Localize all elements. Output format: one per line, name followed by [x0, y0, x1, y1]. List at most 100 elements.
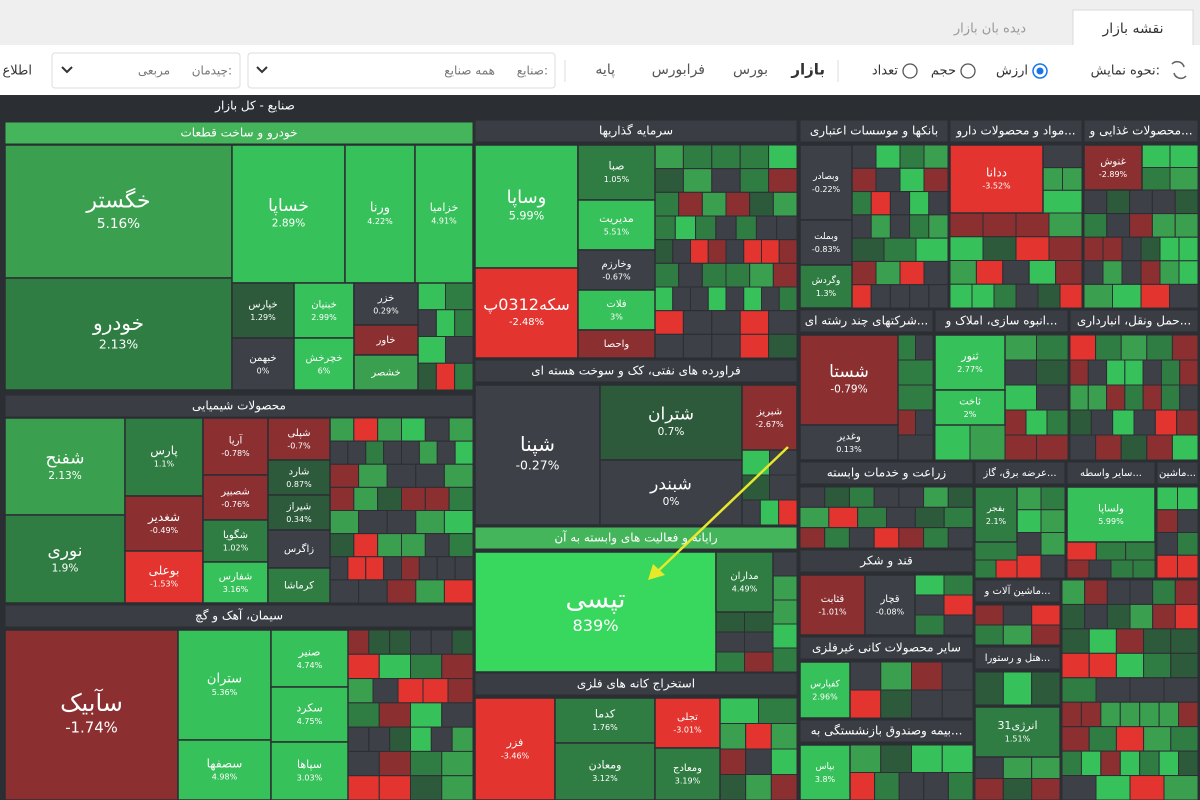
small-tile: [1129, 677, 1165, 703]
tile-change: -1.53%: [150, 580, 179, 589]
sector-header: [934, 309, 1069, 333]
tab-label[interactable]: نقشه بازار: [1102, 21, 1164, 37]
tile-change: -3.52%: [982, 182, 1011, 191]
sector-header: [1069, 309, 1199, 333]
small-tile: [690, 286, 709, 312]
small-tile: [772, 647, 798, 673]
tile-symbol: ثنور: [960, 350, 978, 363]
small-tile: [389, 726, 411, 752]
tile-symbol: تجلی: [677, 712, 698, 723]
small-tile: [799, 486, 826, 508]
small-tile: [772, 623, 798, 649]
small-tile: [674, 215, 697, 241]
sector-header: [474, 672, 798, 696]
small-tile: [1004, 409, 1027, 436]
small-tile: [377, 486, 402, 511]
small-tile: [1055, 260, 1083, 285]
tile: [231, 282, 295, 339]
small-tile: [347, 702, 380, 728]
small-tile: [772, 575, 798, 601]
small-tile: [851, 260, 877, 286]
small-tile: [969, 424, 1006, 461]
info-link[interactable]: اطلاع: [3, 64, 32, 79]
industry-select[interactable]: [247, 52, 556, 89]
small-tile: [707, 286, 727, 312]
small-tile: [1025, 409, 1048, 436]
small-tile: [880, 661, 912, 691]
tile: [202, 474, 269, 521]
tile-change: 839%: [572, 616, 618, 635]
small-tile: [347, 556, 367, 581]
small-tile: [1119, 701, 1141, 728]
small-tile: [761, 286, 780, 312]
small-tile: [1061, 652, 1090, 679]
small-tile: [1061, 603, 1086, 630]
small-tile: [329, 463, 360, 488]
small-tile: [1156, 509, 1178, 533]
tile-symbol: کدما: [595, 708, 616, 721]
radio[interactable]: [1032, 63, 1048, 79]
tile: [202, 561, 269, 604]
small-tile: [435, 309, 456, 337]
small-tile: [417, 362, 437, 391]
small-tile: [353, 533, 379, 558]
tile: [799, 661, 851, 719]
radio-label[interactable]: حجم: [931, 64, 956, 79]
layout-select[interactable]: [51, 52, 241, 89]
tab-strip: [0, 0, 1200, 45]
small-tile: [1133, 409, 1156, 436]
radio[interactable]: [960, 63, 976, 79]
small-tile: [654, 333, 684, 359]
tab-active[interactable]: [1072, 9, 1194, 47]
market-tab[interactable]: فرابورس: [652, 62, 705, 78]
tile: [270, 686, 349, 743]
small-tile: [909, 214, 930, 239]
tile-symbol: وساپا: [507, 187, 547, 208]
market-tab[interactable]: بورس: [733, 62, 768, 78]
small-tile: [365, 440, 385, 465]
small-tile: [943, 506, 974, 529]
small-tile: [778, 286, 798, 312]
small-tile: [1069, 434, 1097, 461]
tile: [202, 519, 269, 563]
small-tile: [1102, 260, 1123, 285]
small-tile: [949, 212, 984, 238]
small-tile: [1119, 750, 1141, 777]
small-tile: [824, 486, 850, 508]
small-tile: [897, 409, 916, 436]
small-tile: [909, 284, 930, 309]
tile: [231, 337, 295, 391]
small-tile: [899, 260, 925, 286]
radio[interactable]: [902, 63, 918, 79]
tile-symbol: خبنیان: [311, 300, 337, 311]
tile-symbol: ثاخت: [959, 397, 981, 408]
small-tile: [672, 239, 691, 264]
small-tile: [770, 723, 798, 750]
small-tile: [1088, 652, 1117, 679]
tile: [741, 384, 798, 451]
small-tile: [899, 167, 925, 193]
tile-change: 2.13%: [48, 470, 81, 482]
tile-change: -0.78%: [221, 449, 250, 458]
tile: [1066, 486, 1156, 543]
tile-change: -2.89%: [1099, 170, 1128, 179]
tile-change: 0.29%: [373, 307, 399, 316]
radio-label[interactable]: ارزش: [996, 64, 1028, 79]
market-tab[interactable]: بازار: [790, 61, 825, 79]
small-tile: [898, 527, 925, 549]
sector-name: خودرو و ساخت قطعات: [180, 126, 297, 141]
small-tile: [368, 629, 391, 655]
tab-label[interactable]: دیده بان بازار: [953, 22, 1026, 37]
small-tile: [971, 283, 995, 309]
tile-symbol: فلات: [606, 299, 626, 310]
sector-name: محصولات شیمیایی: [192, 399, 286, 414]
market-tab[interactable]: پایه: [595, 62, 615, 78]
radio-label[interactable]: تعداد: [872, 64, 898, 79]
tile: [4, 277, 233, 391]
small-tile: [1160, 359, 1181, 386]
tile-change: 4.22%: [367, 217, 393, 226]
refresh-icon[interactable]: [1171, 60, 1187, 80]
tile: [715, 551, 774, 613]
small-tile: [949, 283, 973, 309]
small-tile: [1106, 384, 1126, 411]
